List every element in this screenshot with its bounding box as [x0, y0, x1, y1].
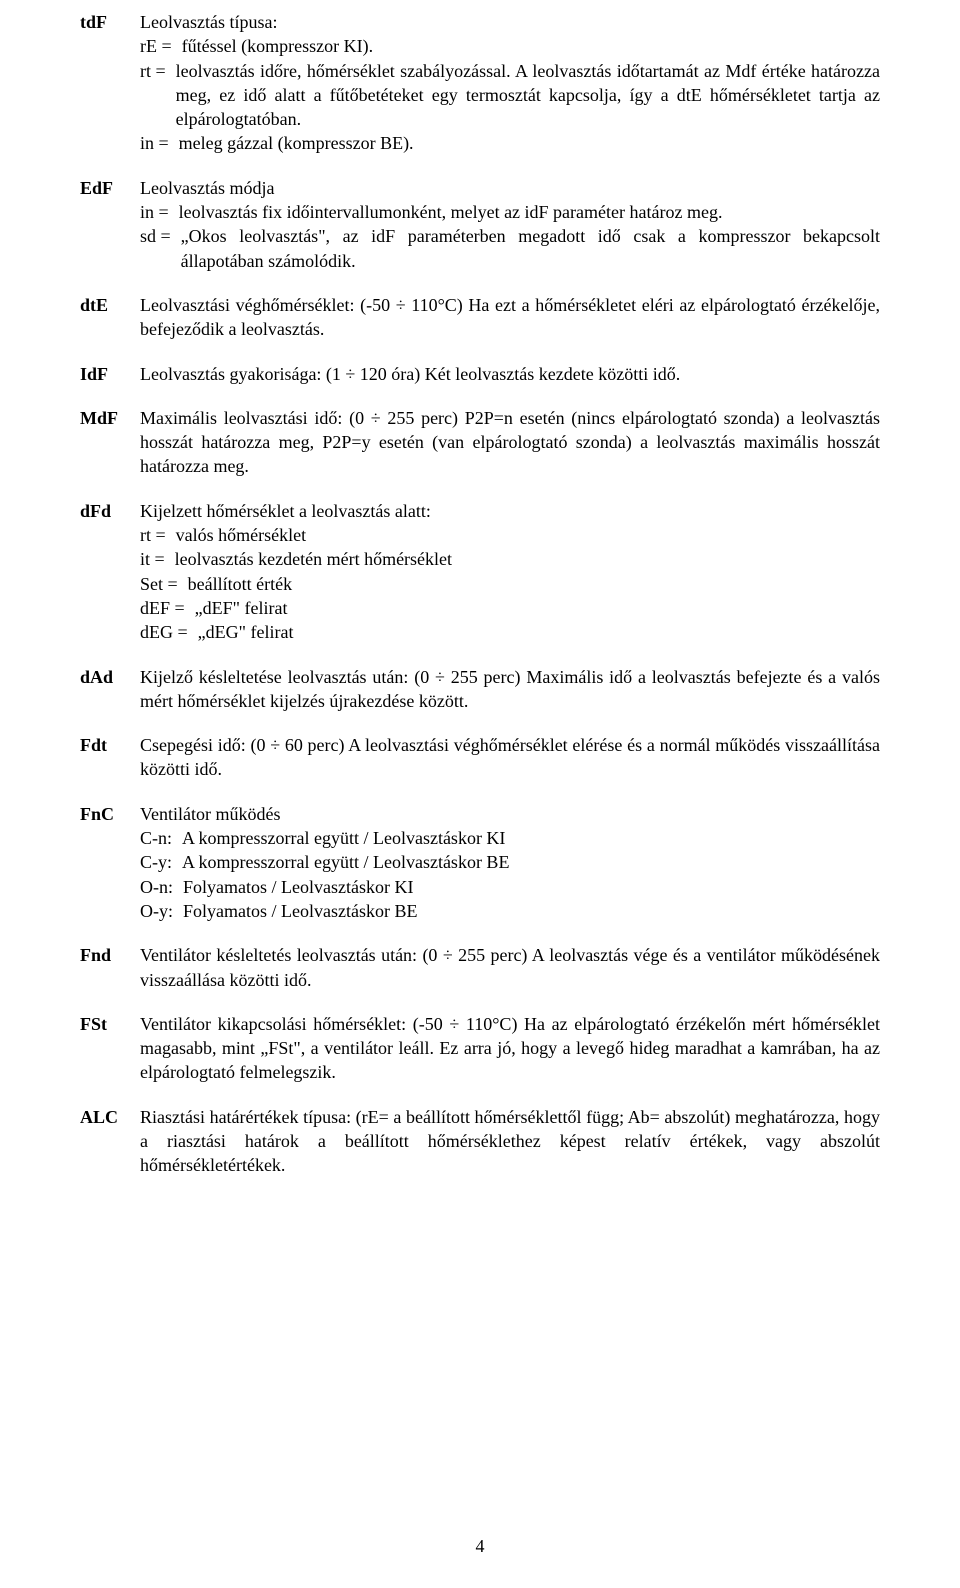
param-text: Riasztási határértékek típusa: (rE= a be…: [140, 1105, 880, 1178]
param-body: Ventilátor működés C-n: A kompresszorral…: [140, 802, 880, 923]
sub-label: sd =: [140, 224, 181, 273]
param-heading: Kijelzett hőmérséklet a leolvasztás alat…: [140, 499, 880, 523]
sub-label: Set =: [140, 572, 188, 596]
page-number: 4: [0, 1534, 960, 1558]
param-key: EdF: [80, 176, 140, 273]
sub-text: leolvasztás kezdetén mért hőmérséklet: [175, 547, 880, 571]
sub-label: in =: [140, 200, 179, 224]
param-text: Kijelző késleltetése leolvasztás után: (…: [140, 665, 880, 714]
sub-text: beállított érték: [188, 572, 880, 596]
param-text: Csepegési idő: (0 ÷ 60 perc) A leolvaszt…: [140, 733, 880, 782]
param-block-dFd: dFd Kijelzett hőmérséklet a leolvasztás …: [80, 499, 880, 645]
param-key: dFd: [80, 499, 140, 645]
sub-text: fűtéssel (kompresszor KI).: [182, 34, 880, 58]
sub-label: dEG =: [140, 620, 198, 644]
sub-label: rE =: [140, 34, 182, 58]
sub-entry: C-y: A kompresszorral együtt / Leolvaszt…: [140, 850, 880, 874]
param-heading: Leolvasztás módja: [140, 176, 880, 200]
param-block-MdF: MdF Maximális leolvasztási idő: (0 ÷ 255…: [80, 406, 880, 479]
param-block-ALC: ALC Riasztási határértékek típusa: (rE= …: [80, 1105, 880, 1178]
sub-entry: C-n: A kompresszorral együtt / Leolvaszt…: [140, 826, 880, 850]
sub-label: rt =: [140, 523, 176, 547]
param-key: MdF: [80, 406, 140, 479]
sub-label: it =: [140, 547, 175, 571]
sub-entry: O-n: Folyamatos / Leolvasztáskor KI: [140, 875, 880, 899]
sub-entry: rt = leolvasztás időre, hőmérséklet szab…: [140, 59, 880, 132]
sub-text: „dEG" felirat: [198, 620, 880, 644]
param-text: Leolvasztás gyakorisága: (1 ÷ 120 óra) K…: [140, 362, 880, 386]
sub-text: meleg gázzal (kompresszor BE).: [179, 131, 880, 155]
param-body: Leolvasztás típusa: rE = fűtéssel (kompr…: [140, 10, 880, 156]
sub-text: leolvasztás időre, hőmérséklet szabályoz…: [176, 59, 880, 132]
sub-text: A kompresszorral együtt / Leolvasztáskor…: [182, 850, 880, 874]
sub-text: leolvasztás fix időintervallumonként, me…: [179, 200, 880, 224]
param-text: Leolvasztási véghőmérséklet: (-50 ÷ 110°…: [140, 293, 880, 342]
param-key: dAd: [80, 665, 140, 714]
param-block-IdF: IdF Leolvasztás gyakorisága: (1 ÷ 120 ór…: [80, 362, 880, 386]
sub-label: C-y:: [140, 850, 182, 874]
sub-entry: dEG = „dEG" felirat: [140, 620, 880, 644]
param-key: tdF: [80, 10, 140, 156]
document-page: tdF Leolvasztás típusa: rE = fűtéssel (k…: [0, 0, 960, 1588]
sub-text: „Okos leolvasztás", az idF paraméterben …: [181, 224, 880, 273]
param-text: Ventilátor kikapcsolási hőmérséklet: (-5…: [140, 1012, 880, 1085]
param-block-Fnd: Fnd Ventilátor késleltetés leolvasztás u…: [80, 943, 880, 992]
sub-entry: rt = valós hőmérséklet: [140, 523, 880, 547]
param-text: Ventilátor késleltetés leolvasztás után:…: [140, 943, 880, 992]
param-block-tdF: tdF Leolvasztás típusa: rE = fűtéssel (k…: [80, 10, 880, 156]
param-key: FnC: [80, 802, 140, 923]
param-block-EdF: EdF Leolvasztás módja in = leolvasztás f…: [80, 176, 880, 273]
sub-entry: O-y: Folyamatos / Leolvasztáskor BE: [140, 899, 880, 923]
sub-entry: it = leolvasztás kezdetén mért hőmérsékl…: [140, 547, 880, 571]
param-body: Kijelzett hőmérséklet a leolvasztás alat…: [140, 499, 880, 645]
sub-entry: rE = fűtéssel (kompresszor KI).: [140, 34, 880, 58]
param-key: Fdt: [80, 733, 140, 782]
param-key: dtE: [80, 293, 140, 342]
sub-text: Folyamatos / Leolvasztáskor BE: [183, 899, 880, 923]
param-block-FSt: FSt Ventilátor kikapcsolási hőmérséklet:…: [80, 1012, 880, 1085]
param-block-Fdt: Fdt Csepegési idő: (0 ÷ 60 perc) A leolv…: [80, 733, 880, 782]
sub-text: „dEF" felirat: [195, 596, 880, 620]
sub-label: O-y:: [140, 899, 183, 923]
param-body: Leolvasztás módja in = leolvasztás fix i…: [140, 176, 880, 273]
sub-text: Folyamatos / Leolvasztáskor KI: [183, 875, 880, 899]
param-key: ALC: [80, 1105, 140, 1178]
sub-label: O-n:: [140, 875, 183, 899]
sub-entry: dEF = „dEF" felirat: [140, 596, 880, 620]
param-block-dtE: dtE Leolvasztási véghőmérséklet: (-50 ÷ …: [80, 293, 880, 342]
param-key: Fnd: [80, 943, 140, 992]
sub-entry: in = leolvasztás fix időintervallumonkén…: [140, 200, 880, 224]
sub-entry: in = meleg gázzal (kompresszor BE).: [140, 131, 880, 155]
sub-entry: Set = beállított érték: [140, 572, 880, 596]
param-heading: Ventilátor működés: [140, 802, 880, 826]
param-key: IdF: [80, 362, 140, 386]
sub-label: rt =: [140, 59, 176, 132]
sub-text: valós hőmérséklet: [176, 523, 880, 547]
sub-label: dEF =: [140, 596, 195, 620]
sub-entry: sd = „Okos leolvasztás", az idF paraméte…: [140, 224, 880, 273]
param-block-FnC: FnC Ventilátor működés C-n: A kompresszo…: [80, 802, 880, 923]
param-heading: Leolvasztás típusa:: [140, 10, 880, 34]
param-block-dAd: dAd Kijelző késleltetése leolvasztás utá…: [80, 665, 880, 714]
param-text: Maximális leolvasztási idő: (0 ÷ 255 per…: [140, 406, 880, 479]
param-key: FSt: [80, 1012, 140, 1085]
sub-label: in =: [140, 131, 179, 155]
sub-label: C-n:: [140, 826, 182, 850]
sub-text: A kompresszorral együtt / Leolvasztáskor…: [182, 826, 880, 850]
